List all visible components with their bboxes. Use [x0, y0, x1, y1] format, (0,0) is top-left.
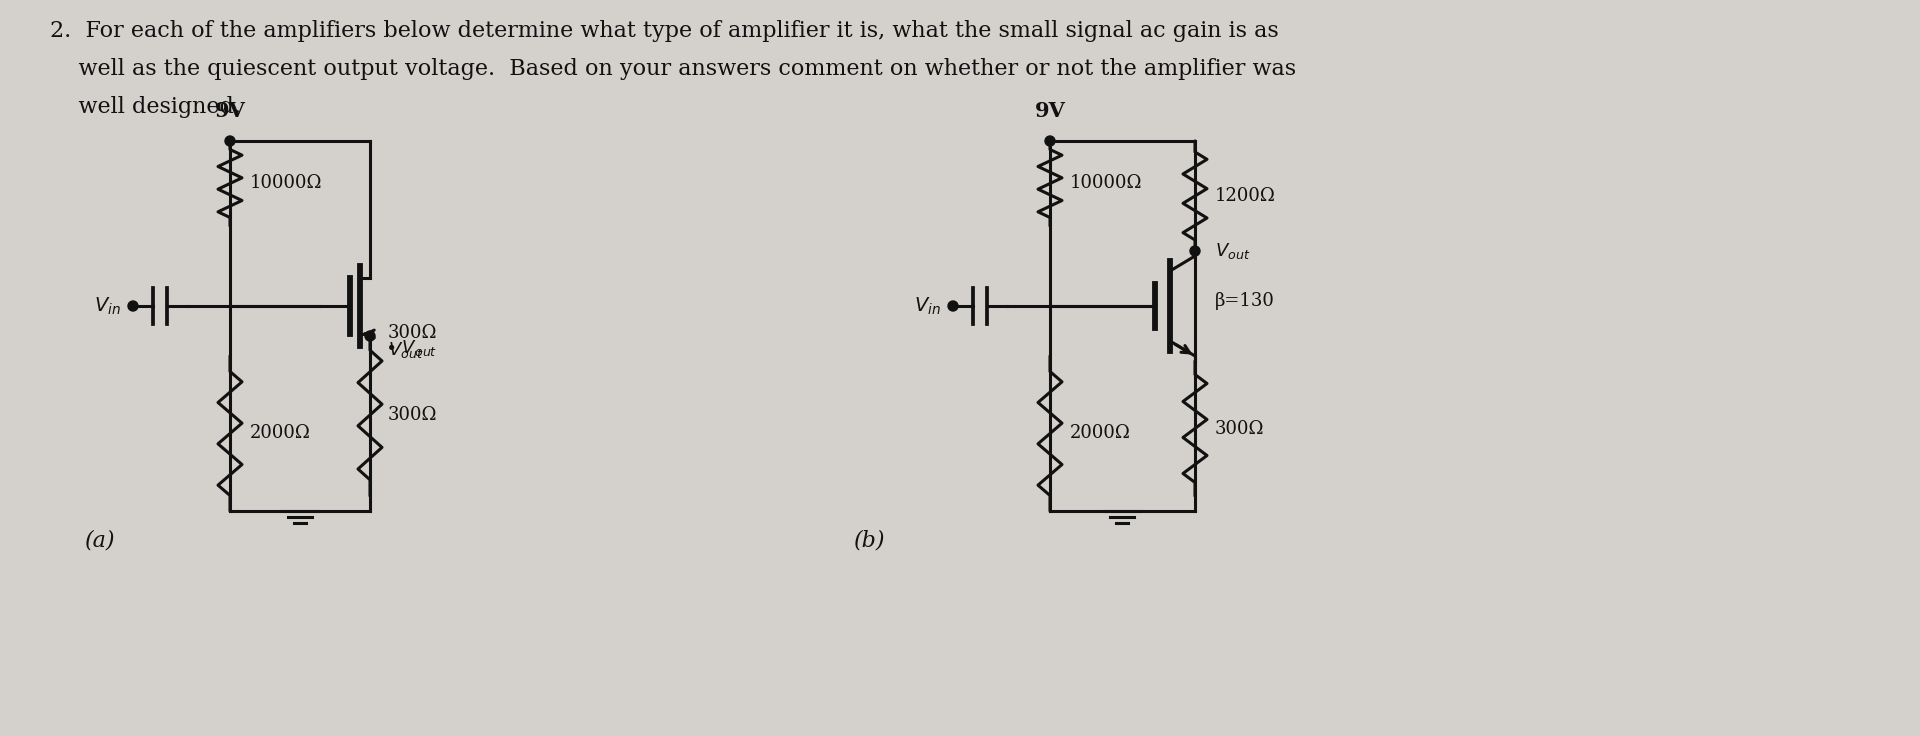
Circle shape	[129, 301, 138, 311]
Circle shape	[225, 136, 234, 146]
Text: $V_{out}$: $V_{out}$	[388, 340, 422, 360]
Text: well as the quiescent output voltage.  Based on your answers comment on whether : well as the quiescent output voltage. Ba…	[50, 58, 1296, 80]
Text: 10000Ω: 10000Ω	[1069, 174, 1142, 193]
Text: (a): (a)	[84, 530, 115, 552]
Text: (b): (b)	[854, 530, 885, 552]
Circle shape	[1044, 136, 1054, 146]
Text: 2000Ω: 2000Ω	[250, 425, 311, 442]
Text: 10000Ω: 10000Ω	[250, 174, 323, 193]
Text: $\bullet$ $V_{out}$: $\bullet$ $V_{out}$	[386, 338, 438, 358]
Text: 9V: 9V	[1035, 101, 1066, 121]
Text: well designed.: well designed.	[50, 96, 242, 118]
Circle shape	[1190, 246, 1200, 256]
Text: $V_{out}$: $V_{out}$	[1215, 241, 1250, 261]
Text: 300Ω: 300Ω	[388, 406, 438, 424]
Text: 9V: 9V	[215, 101, 246, 121]
Text: β=130: β=130	[1215, 292, 1275, 310]
Text: 2000Ω: 2000Ω	[1069, 425, 1131, 442]
Text: 2.  For each of the amplifiers below determine what type of amplifier it is, wha: 2. For each of the amplifiers below dete…	[50, 20, 1279, 42]
Text: $V_{in}$: $V_{in}$	[94, 295, 121, 316]
Text: 300Ω: 300Ω	[388, 324, 438, 342]
Circle shape	[948, 301, 958, 311]
Text: $V_{in}$: $V_{in}$	[914, 295, 941, 316]
Circle shape	[365, 331, 374, 341]
Text: 300Ω: 300Ω	[1215, 420, 1265, 437]
Text: 1200Ω: 1200Ω	[1215, 187, 1277, 205]
